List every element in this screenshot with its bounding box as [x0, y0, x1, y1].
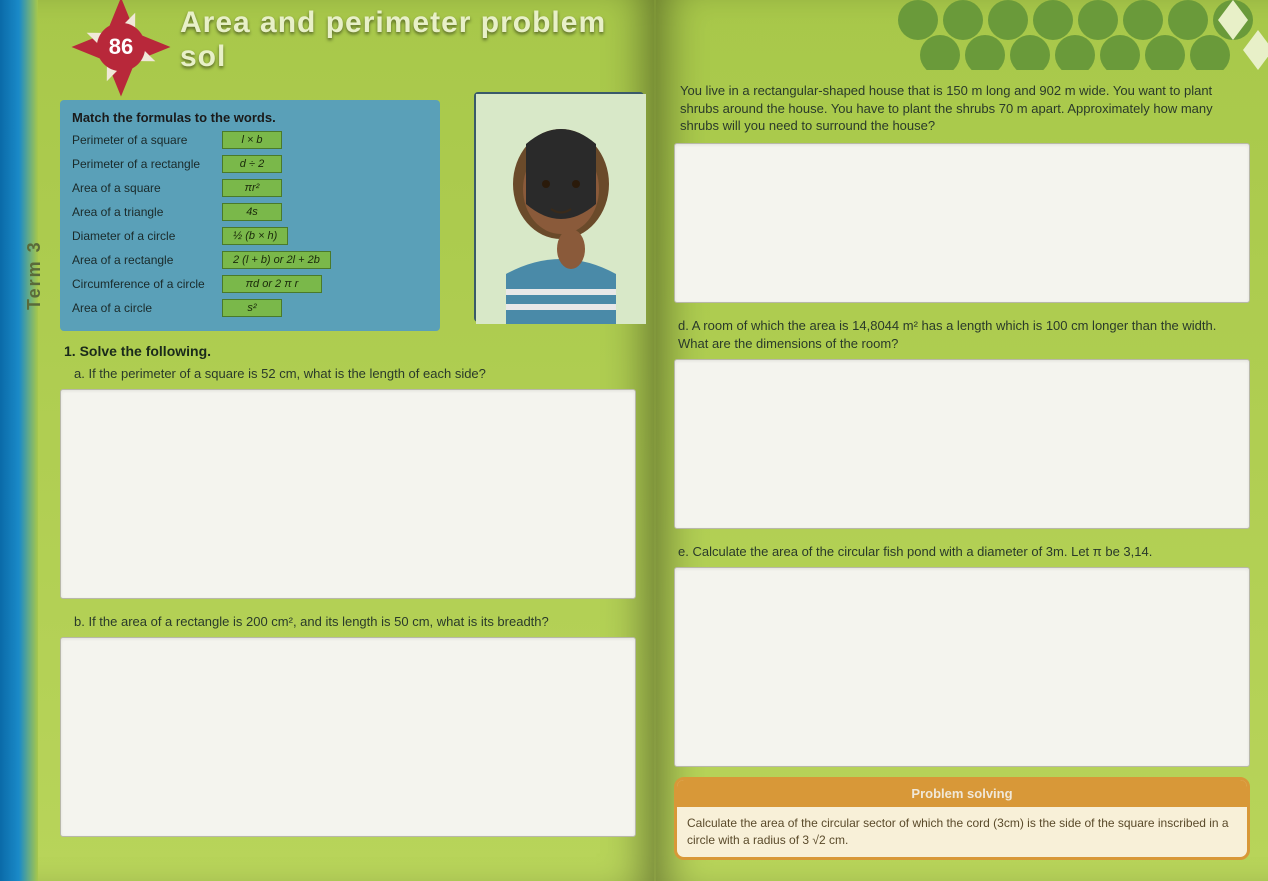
formula-box: πd or 2 π r	[222, 275, 322, 293]
match-heading: Match the formulas to the words.	[72, 110, 428, 125]
match-row: Circumference of a circle πd or 2 π r	[72, 275, 428, 293]
formula-box: 2 (l + b) or 2l + 2b	[222, 251, 331, 269]
match-label: Area of a triangle	[72, 205, 222, 219]
answer-box-1c[interactable]	[674, 143, 1250, 303]
term-label: Term 3	[24, 240, 45, 310]
page-title: Area and perimeter problem sol	[180, 6, 654, 74]
answer-box-1d[interactable]	[674, 359, 1250, 529]
match-label: Perimeter of a square	[72, 133, 222, 147]
question-1d: d. A room of which the area is 14,8044 m…	[678, 317, 1246, 353]
decorative-pattern	[888, 0, 1268, 70]
question-1-heading: 1. Solve the following.	[64, 343, 636, 359]
question-1e: e. Calculate the area of the circular fi…	[678, 543, 1246, 561]
problem-solving-heading: Problem solving	[677, 780, 1247, 807]
problem-solving-box: Problem solving Calculate the area of th…	[674, 777, 1250, 860]
page-right: You live in a rectangular-shaped house t…	[656, 0, 1268, 881]
question-1b: b. If the area of a rectangle is 200 cm²…	[74, 613, 632, 631]
match-label: Diameter of a circle	[72, 229, 222, 243]
formula-box: d ÷ 2	[222, 155, 282, 173]
match-panel: Match the formulas to the words. Perimet…	[60, 100, 440, 331]
match-row: Diameter of a circle ½ (b × h)	[72, 227, 428, 245]
match-row: Area of a square πr²	[72, 179, 428, 197]
person-illustration	[474, 92, 644, 322]
match-label: Perimeter of a rectangle	[72, 157, 222, 171]
question-1a: a. If the perimeter of a square is 52 cm…	[74, 365, 632, 383]
match-row: Area of a rectangle 2 (l + b) or 2l + 2b	[72, 251, 428, 269]
match-label: Area of a circle	[72, 301, 222, 315]
page-left: Term 3 86 Area and perimeter problem sol…	[0, 0, 656, 881]
match-row: Perimeter of a square l × b	[72, 131, 428, 149]
question-1c: You live in a rectangular-shaped house t…	[680, 82, 1230, 135]
page-number: 86	[109, 34, 133, 60]
problem-solving-text: Calculate the area of the circular secto…	[677, 807, 1247, 857]
page-number-badge: 86	[66, 0, 176, 102]
answer-box-1b[interactable]	[60, 637, 636, 837]
formula-box: ½ (b × h)	[222, 227, 288, 245]
book-spread: Term 3 86 Area and perimeter problem sol…	[0, 0, 1268, 881]
match-row: Perimeter of a rectangle d ÷ 2	[72, 155, 428, 173]
match-row: Area of a triangle 4s	[72, 203, 428, 221]
formula-box: 4s	[222, 203, 282, 221]
spine-strip	[0, 0, 38, 881]
answer-box-1e[interactable]	[674, 567, 1250, 767]
match-label: Circumference of a circle	[72, 277, 222, 291]
answer-box-1a[interactable]	[60, 389, 636, 599]
thinking-person-icon	[476, 94, 646, 324]
formula-box: l × b	[222, 131, 282, 149]
match-label: Area of a rectangle	[72, 253, 222, 267]
match-label: Area of a square	[72, 181, 222, 195]
formula-box: πr²	[222, 179, 282, 197]
formula-box: s²	[222, 299, 282, 317]
match-row: Area of a circle s²	[72, 299, 428, 317]
